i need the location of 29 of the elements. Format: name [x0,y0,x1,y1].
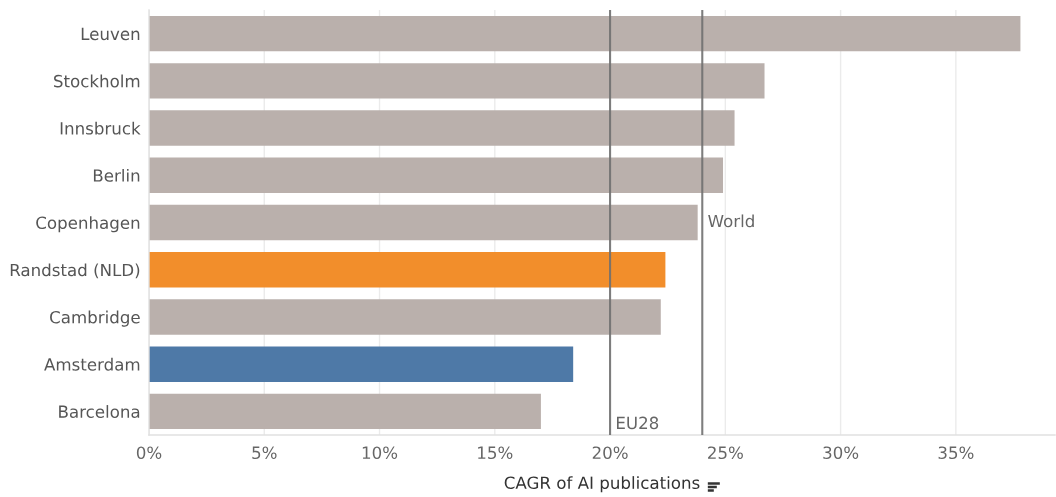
y-tick-label: Randstad (NLD) [10,263,140,279]
bar [149,393,541,430]
x-tick-label: 35% [938,446,974,460]
x-axis-title: CAGR of AI publications [504,476,700,493]
y-tick-label: Leuven [81,27,140,41]
ref-line-label: EU28 [617,416,659,430]
y-tick-label: Innsbruck [60,121,141,135]
x-tick-label: 25% [708,446,743,460]
bar [149,346,574,382]
y-tick-label: Copenhagen [36,216,140,233]
bar [149,204,698,241]
bar [149,110,735,146]
bar [149,63,765,99]
x-tick-label: 15% [478,446,513,460]
bar [149,252,666,288]
y-tick-label: Berlin [93,168,140,182]
bar [149,157,724,193]
bar [149,15,1021,52]
x-tick-label: 20% [592,446,628,460]
x-tick-label: 0% [136,446,162,460]
bar [149,299,661,335]
x-tick-label: 10% [362,446,398,460]
ref-line-label: World [708,214,754,228]
y-tick-label: Stockholm [54,74,140,88]
x-tick-label: 5% [252,446,277,460]
y-tick-label: Amsterdam [44,357,140,371]
y-tick-label: Barcelona [59,405,140,418]
y-tick-label: Cambridge [50,310,140,327]
x-tick-label: 30% [823,446,859,460]
